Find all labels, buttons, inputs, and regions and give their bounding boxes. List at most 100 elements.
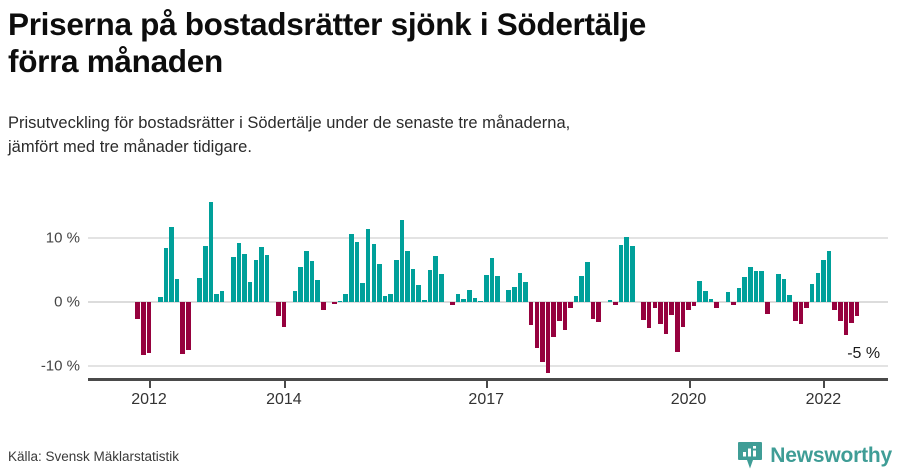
bar xyxy=(826,251,832,303)
bar xyxy=(405,251,410,303)
bar xyxy=(438,273,444,303)
x-axis-label: 2014 xyxy=(266,391,302,408)
bar xyxy=(573,296,579,303)
bar xyxy=(849,302,854,323)
bar xyxy=(590,302,596,319)
bar xyxy=(467,289,472,303)
bar xyxy=(714,302,719,309)
bar xyxy=(697,280,703,303)
bar xyxy=(174,278,180,303)
bar xyxy=(832,302,837,310)
bar xyxy=(197,277,202,303)
bar xyxy=(528,302,534,326)
bar xyxy=(821,260,826,303)
x-axis-label: 2017 xyxy=(468,391,505,408)
x-axis-label: 2022 xyxy=(805,391,842,408)
page-title: Priserna på bostadsrätter sjönk i Södert… xyxy=(8,6,647,79)
bar xyxy=(585,261,590,303)
bar xyxy=(377,263,382,303)
bar xyxy=(663,302,669,335)
y-axis-label: -10 % xyxy=(40,357,80,375)
gridline xyxy=(88,236,888,239)
logo-text: Newsworthy xyxy=(770,444,892,467)
x-axis-tick xyxy=(486,381,489,388)
bar xyxy=(675,302,680,353)
bar xyxy=(596,302,601,322)
bar xyxy=(483,275,489,303)
bar xyxy=(787,295,792,303)
bar xyxy=(157,296,163,303)
bar xyxy=(686,302,691,311)
bar xyxy=(365,229,371,303)
bar xyxy=(680,302,686,328)
bar-series xyxy=(88,196,888,376)
bar xyxy=(219,291,225,303)
bar xyxy=(776,273,781,303)
bar xyxy=(562,302,568,330)
bar xyxy=(478,300,483,303)
bar xyxy=(517,272,523,303)
bar xyxy=(242,253,247,303)
x-axis-tick xyxy=(283,381,286,388)
bar xyxy=(753,270,759,303)
bar xyxy=(354,242,360,303)
bar xyxy=(382,295,388,303)
bar xyxy=(169,226,174,303)
bar xyxy=(253,259,259,303)
bar xyxy=(236,242,242,303)
bar xyxy=(742,277,748,303)
bar xyxy=(624,236,629,303)
y-axis-label: 10 % xyxy=(45,229,80,247)
bar xyxy=(725,292,731,303)
x-axis-label: 2020 xyxy=(670,391,707,408)
bar xyxy=(736,287,742,303)
bar xyxy=(489,257,495,303)
bar xyxy=(292,290,298,303)
bar xyxy=(641,302,646,321)
bar xyxy=(472,297,478,303)
bar xyxy=(163,248,169,303)
bar xyxy=(231,257,236,303)
bar xyxy=(146,302,152,354)
x-axis-label: 2012 xyxy=(131,391,167,408)
bar xyxy=(691,302,697,306)
bar xyxy=(455,293,461,303)
zero-line xyxy=(88,301,888,304)
chart-subtitle: Prisutveckling för bostadsrätter i Söder… xyxy=(8,114,571,156)
bar xyxy=(793,302,798,321)
bar xyxy=(607,299,613,303)
bar xyxy=(141,302,146,355)
bar xyxy=(427,269,433,303)
bar xyxy=(568,302,573,309)
bar xyxy=(843,302,849,335)
bar xyxy=(764,302,770,315)
bar xyxy=(781,278,787,303)
bar xyxy=(247,281,253,303)
bar xyxy=(422,300,427,303)
bar xyxy=(259,246,264,303)
bar xyxy=(540,302,545,363)
bar xyxy=(646,302,652,328)
chart-pin-icon xyxy=(737,441,763,470)
plot-area xyxy=(88,196,888,376)
bar xyxy=(337,300,343,303)
bar xyxy=(512,287,517,303)
bar xyxy=(495,276,500,303)
bar xyxy=(579,276,585,303)
bar xyxy=(837,302,843,322)
bar xyxy=(652,302,658,309)
source-note: Källa: Svensk Mäklarstatistik xyxy=(8,449,180,464)
bar xyxy=(388,294,393,303)
bar xyxy=(315,280,320,303)
x-axis-tick xyxy=(823,381,826,388)
newsworthy-logo[interactable]: Newsworthy xyxy=(737,441,892,470)
bar xyxy=(394,259,399,303)
bar xyxy=(534,302,540,348)
bar-chart: 10 % 0 % -10 % 2012 2014 2017 2020 2022 -5 % xyxy=(0,196,900,416)
bar xyxy=(360,282,365,303)
bar xyxy=(669,302,674,315)
bar xyxy=(343,294,348,303)
bar xyxy=(815,273,821,303)
gridline xyxy=(88,365,888,368)
